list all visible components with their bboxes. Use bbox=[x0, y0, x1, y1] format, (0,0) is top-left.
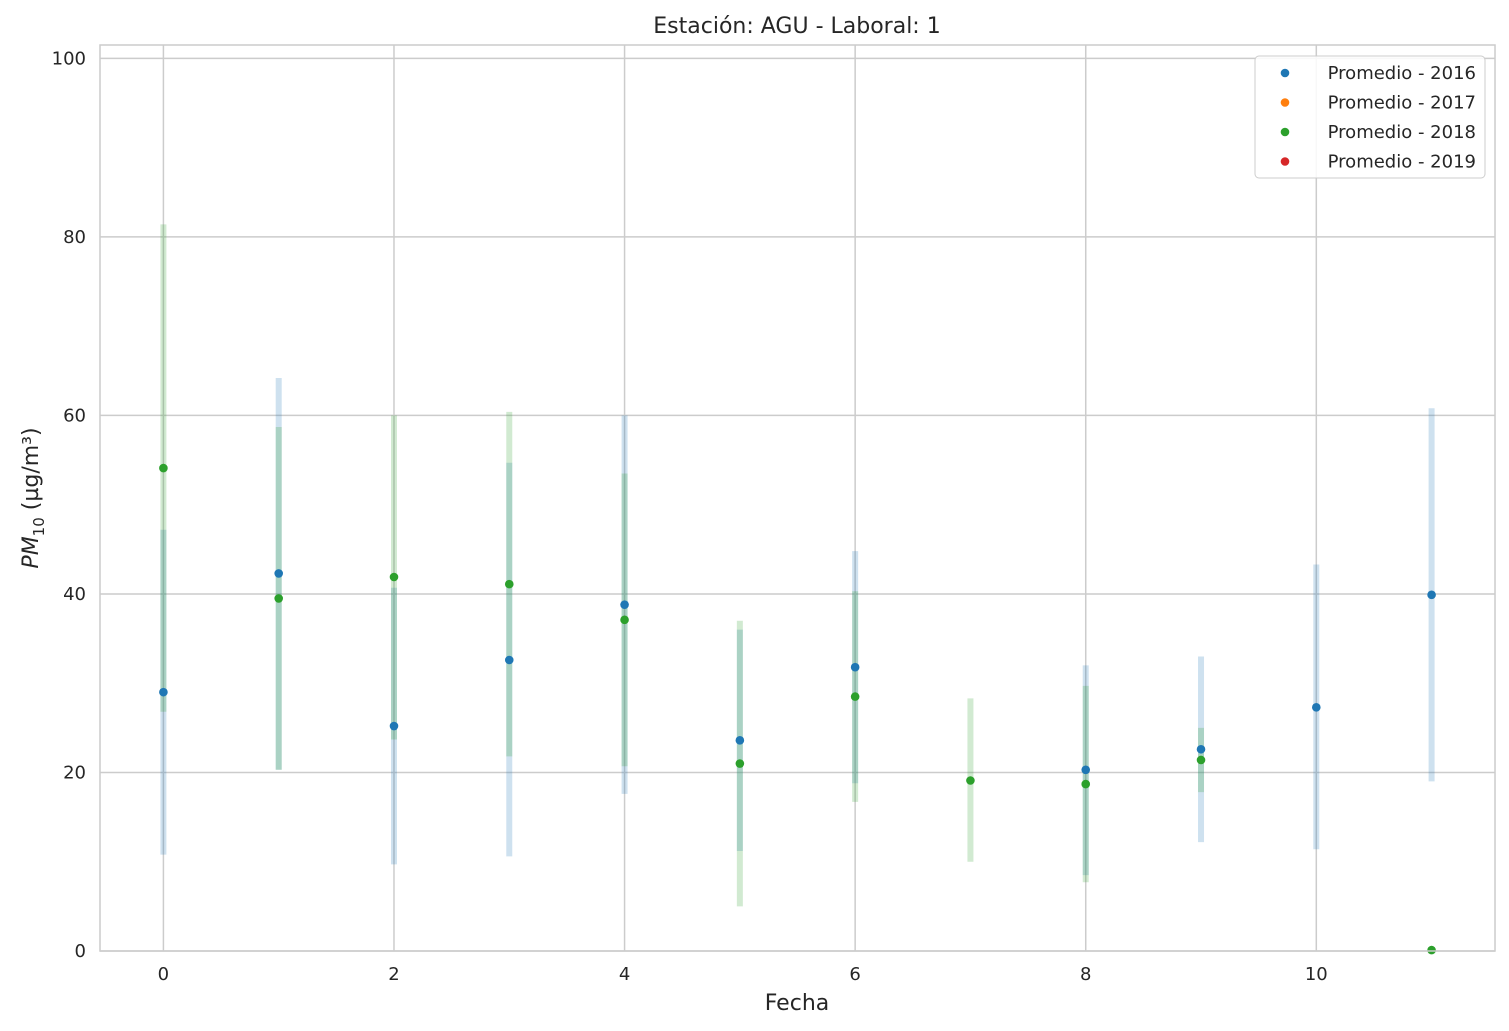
x-tick-label: 8 bbox=[1080, 964, 1091, 985]
data-point bbox=[1196, 755, 1206, 765]
legend-marker bbox=[1280, 127, 1290, 137]
legend-marker bbox=[1280, 98, 1290, 107]
data-point bbox=[1427, 945, 1436, 955]
data-point bbox=[1312, 703, 1321, 712]
y-axis-label-unit: (µg/m³) bbox=[19, 427, 44, 517]
y-tick-label: 80 bbox=[63, 227, 86, 248]
legend-label: Promedio - 2017 bbox=[1328, 93, 1476, 114]
x-tick-label: 2 bbox=[388, 964, 399, 985]
data-point bbox=[1081, 779, 1091, 789]
plot-background bbox=[100, 45, 1495, 951]
data-point bbox=[620, 615, 629, 625]
y-tick-label: 100 bbox=[52, 48, 86, 69]
data-point bbox=[1196, 744, 1206, 754]
data-points bbox=[159, 463, 1436, 955]
data-point bbox=[735, 759, 745, 768]
data-point bbox=[1081, 765, 1091, 775]
legend-marker bbox=[1280, 68, 1290, 78]
y-axis-label-subscript: 10 bbox=[30, 517, 48, 536]
x-tick-label: 10 bbox=[1305, 964, 1328, 985]
y-tick-label: 40 bbox=[63, 584, 86, 605]
data-point bbox=[504, 655, 514, 665]
x-tick-label: 0 bbox=[158, 964, 169, 985]
x-tick-label: 6 bbox=[849, 964, 860, 985]
data-point bbox=[389, 721, 399, 731]
chart-title: Estación: AGU - Laboral: 1 bbox=[653, 14, 940, 39]
data-point bbox=[274, 569, 283, 578]
data-point bbox=[1427, 590, 1436, 600]
plot-frame bbox=[99, 44, 1496, 952]
data-point bbox=[274, 594, 283, 603]
data-point bbox=[966, 776, 975, 785]
y-tick-label: 60 bbox=[63, 405, 86, 426]
data-point bbox=[735, 736, 745, 745]
x-tick-labels: 0 2 4 6 8 10 bbox=[158, 964, 1328, 985]
data-point bbox=[159, 463, 168, 473]
y-tick-label: 20 bbox=[63, 762, 86, 783]
data-point bbox=[620, 600, 629, 609]
data-point bbox=[850, 662, 860, 672]
data-point bbox=[850, 692, 860, 701]
legend-label: Promedio - 2019 bbox=[1328, 152, 1476, 173]
data-point bbox=[504, 579, 514, 589]
y-axis-label: PM10 (µg/m³) bbox=[19, 427, 48, 568]
legend-marker bbox=[1280, 157, 1290, 166]
legend-box bbox=[1254, 55, 1486, 179]
data-point bbox=[389, 572, 399, 582]
legend: Promedio - 2016 Promedio - 2017 Promedio -… bbox=[1254, 55, 1486, 179]
legend-label: Promedio - 2018 bbox=[1328, 122, 1476, 143]
x-axis-label: Fecha bbox=[765, 991, 830, 1016]
x-tick-label: 4 bbox=[619, 964, 630, 985]
y-tick-labels: 0 20 40 60 80 100 bbox=[52, 48, 86, 962]
y-tick-label: 0 bbox=[75, 941, 86, 962]
legend-label: Promedio - 2016 bbox=[1328, 63, 1476, 84]
data-point bbox=[159, 687, 168, 697]
y-axis-label-main: PM bbox=[19, 536, 44, 568]
